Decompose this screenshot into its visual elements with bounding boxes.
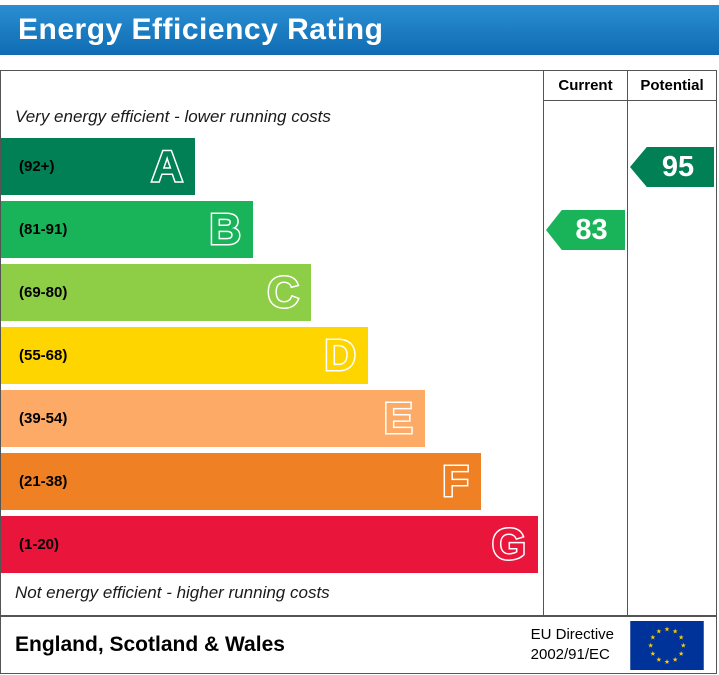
page-title: Energy Efficiency Rating (18, 13, 384, 46)
current-rating-value: 83 (575, 213, 608, 246)
band-row: (81-91) B (1, 201, 543, 264)
potential-rating-arrow: 95 (630, 147, 714, 187)
band-row: (92+) A (1, 138, 543, 201)
current-column-divider (543, 71, 544, 615)
eu-flag-icon (630, 620, 704, 670)
band-f: (21-38) F (1, 453, 481, 510)
band-range-label: (81-91) (19, 221, 68, 238)
title-bar: Energy Efficiency Rating (0, 5, 719, 55)
eu-directive-line2: 2002/91/EC (530, 646, 610, 663)
eu-directive-line1: EU Directive (530, 625, 614, 643)
band-b: (81-91) B (1, 201, 253, 258)
band-letter: B (208, 204, 243, 254)
current-column-header: Current (544, 71, 627, 101)
band-range-label: (69-80) (19, 284, 68, 301)
band-g: (1-20) G (1, 516, 538, 573)
band-e: (39-54) E (1, 390, 425, 447)
band-letter: E (382, 393, 414, 443)
band-range-label: (55-68) (19, 347, 68, 364)
band-row: (1-20) G (1, 516, 543, 579)
band-range-label: (39-54) (19, 410, 68, 427)
band-row: (55-68) D (1, 327, 543, 390)
band-d: (55-68) D (1, 327, 368, 384)
band-range-label: (21-38) (19, 473, 68, 490)
band-letter: F (441, 456, 471, 506)
band-range-label: (92+) (19, 158, 55, 175)
band-c: (69-80) C (1, 264, 311, 321)
potential-column-header: Potential (628, 71, 716, 101)
potential-column-divider (627, 71, 628, 615)
bottom-caption: Not energy efficient - higher running co… (15, 583, 330, 602)
region-label: England, Scotland & Wales (15, 633, 285, 656)
top-caption: Very energy efficient - lower running co… (15, 107, 331, 126)
band-row: (69-80) C (1, 264, 543, 327)
eu-directive-label: EU Directive 2002/91/EC (531, 625, 614, 666)
band-range-label: (1-20) (19, 536, 60, 553)
band-a: (92+) A (1, 138, 195, 195)
band-letter: C (266, 267, 301, 317)
rating-chart: Current Potential Very energy efficient … (0, 70, 717, 616)
band-letter: G (490, 519, 527, 569)
band-row: (39-54) E (1, 390, 543, 453)
rating-bands: (92+) A (81-91) B (69-80) C (55-68) (1, 138, 543, 579)
current-rating-arrow: 83 (546, 210, 625, 250)
footer: England, Scotland & Wales EU Directive 2… (0, 616, 717, 674)
band-letter: A (150, 141, 185, 191)
band-row: (21-38) F (1, 453, 543, 516)
potential-rating-value: 95 (661, 150, 695, 183)
band-letter: D (323, 330, 358, 380)
